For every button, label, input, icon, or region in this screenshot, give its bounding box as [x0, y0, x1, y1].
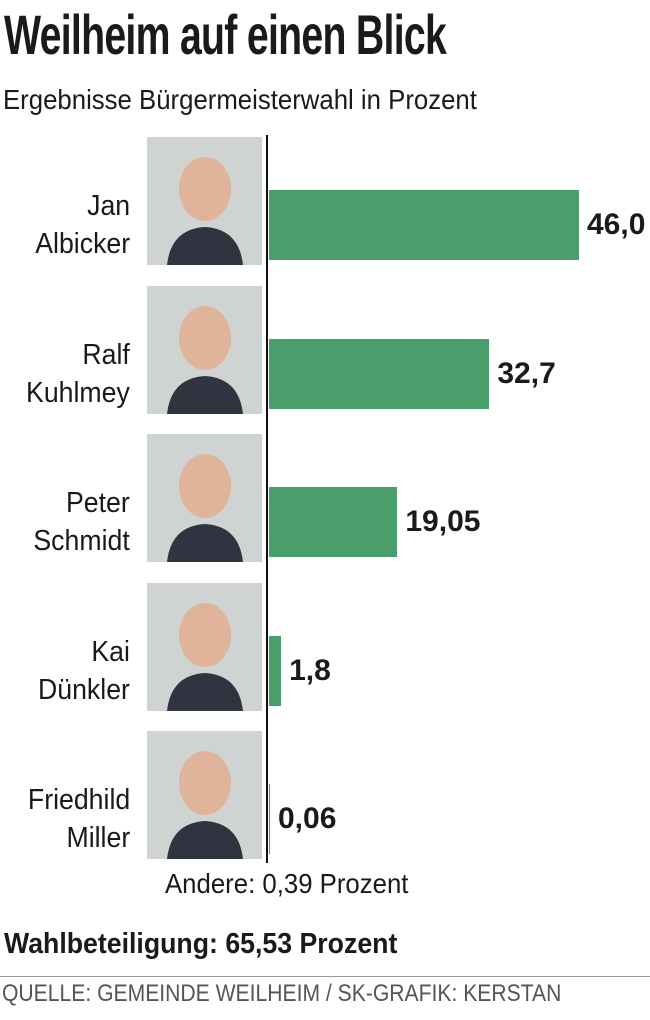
value-label: 46,0 — [587, 208, 646, 241]
portrait — [147, 731, 262, 859]
portrait — [147, 285, 262, 414]
value-label: 19,05 — [405, 505, 481, 538]
source: QUELLE: GEMEINDE WEILHEIM / SK-GRAFIK: K… — [2, 980, 562, 1007]
value-label: 1,8 — [289, 653, 331, 687]
turnout: Wahlbeteiligung: 65,53 Prozent — [4, 928, 398, 960]
category-label: Jan Albicker — [35, 190, 131, 260]
bar — [269, 338, 490, 409]
portrait — [147, 582, 262, 711]
photo — [147, 582, 262, 711]
category-label: Kai Dünkler — [38, 635, 131, 706]
photo — [147, 137, 262, 265]
bar — [269, 635, 282, 706]
chart-title: Weilheim auf einen Blick — [4, 3, 447, 66]
photo — [147, 731, 262, 859]
bar — [269, 784, 270, 854]
bar — [269, 190, 579, 260]
category-label: Friedhild Miller — [27, 784, 130, 854]
photo — [147, 285, 262, 414]
category-label: Peter Schmidt — [33, 487, 130, 557]
note: Andere: 0,39 Prozent — [165, 868, 409, 899]
divider — [0, 976, 650, 977]
value-label: 32,7 — [497, 356, 556, 390]
photo — [147, 434, 262, 562]
chart-subtitle: Ergebnisse Bürgermeisterwahl in Prozent — [3, 84, 477, 115]
category-label: Ralf Kuhlmey — [26, 338, 130, 409]
bar — [269, 487, 398, 557]
portrait — [147, 137, 262, 265]
portrait — [147, 434, 262, 562]
value-label: 0,06 — [278, 802, 337, 835]
axis-line — [266, 135, 268, 863]
